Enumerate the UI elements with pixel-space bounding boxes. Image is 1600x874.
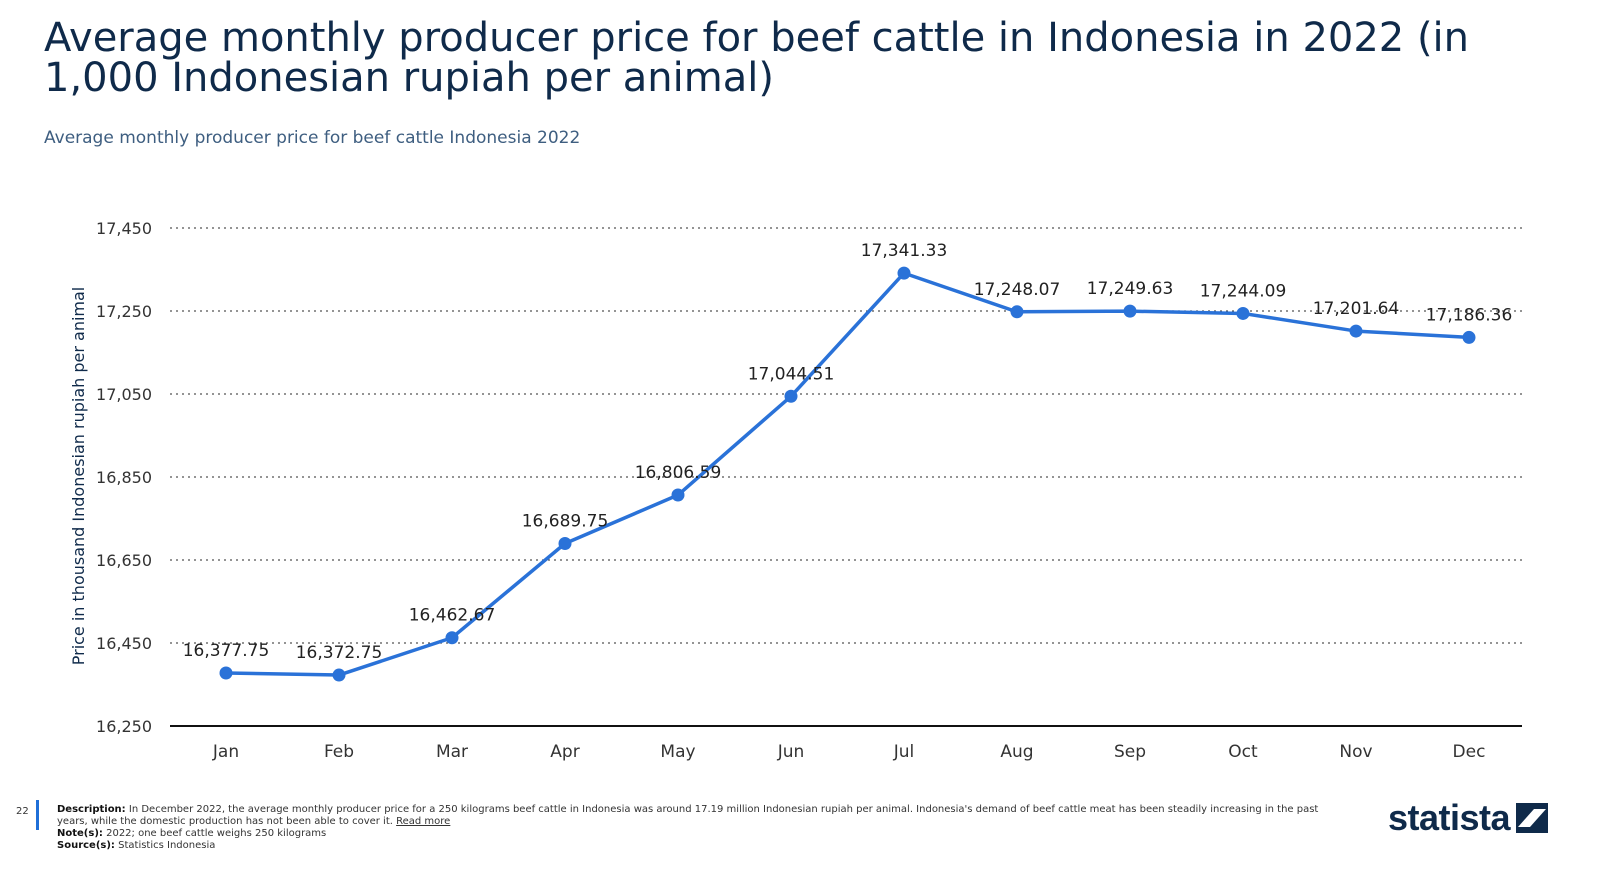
x-tick-label: Jun xyxy=(777,742,805,762)
y-tick-label: 17,450 xyxy=(96,219,152,238)
x-tick-label: May xyxy=(660,742,695,762)
source-text: Statistics Indonesia xyxy=(118,840,216,851)
y-axis-label: Price in thousand Indonesian rupiah per … xyxy=(69,287,88,666)
description-label: Description: xyxy=(57,804,126,815)
y-tick-label: 17,050 xyxy=(96,385,152,404)
data-label: 17,044.51 xyxy=(748,364,835,384)
page-title: Average monthly producer price for beef … xyxy=(44,15,1470,101)
data-point[interactable] xyxy=(784,389,798,403)
statista-logo-icon xyxy=(1516,803,1549,833)
footer: 22 Description: In December 2022, the av… xyxy=(0,797,1600,874)
x-tick-label: Sep xyxy=(1114,742,1146,762)
note-label: Note(s): xyxy=(57,828,103,839)
y-tick-label: 16,850 xyxy=(96,468,152,487)
x-tick-label: Feb xyxy=(324,742,354,762)
gridlines xyxy=(170,227,1522,644)
data-label: 17,201.64 xyxy=(1313,299,1400,319)
data-label: 16,806.59 xyxy=(635,463,722,483)
y-tick-label: 16,650 xyxy=(96,551,152,570)
data-label: 17,341.33 xyxy=(861,241,948,261)
read-more-link[interactable]: Read more xyxy=(396,816,451,827)
source-label: Source(s): xyxy=(57,840,115,851)
x-tick-label: Nov xyxy=(1339,742,1372,762)
y-tick-label: 17,250 xyxy=(96,302,152,321)
data-point[interactable] xyxy=(897,266,911,280)
series-line xyxy=(225,271,1470,677)
data-label: 17,186.36 xyxy=(1426,305,1513,325)
note-line: Note(s): 2022; one beef cattle weighs 25… xyxy=(57,828,1347,840)
x-tick-label: Oct xyxy=(1228,742,1258,762)
data-labels: 16,377.75 16,372.75 16,462.67 16,689.75 16,8… xyxy=(183,241,1513,663)
x-axis-ticks: Jan Feb Mar Apr May Jun Jul Aug Sep Oct Nov Dec xyxy=(212,742,1486,762)
data-points xyxy=(219,266,1476,682)
line-chart: 16,250 16,450 16,650 16,850 17,050 17,250 17,4… xyxy=(69,219,1522,762)
y-tick-label: 16,250 xyxy=(96,717,152,736)
source-line: Source(s): Statistics Indonesia xyxy=(57,840,1347,852)
y-axis-ticks: 16,250 16,450 16,650 16,850 17,050 17,250 17,4… xyxy=(96,219,152,736)
data-point[interactable] xyxy=(219,666,233,680)
footer-accent-bar xyxy=(36,800,39,830)
data-point[interactable] xyxy=(1236,306,1250,320)
data-label: 16,462.67 xyxy=(409,606,496,626)
data-label: 17,249.63 xyxy=(1087,279,1174,299)
x-tick-label: Jul xyxy=(893,742,915,762)
data-point[interactable] xyxy=(1123,304,1137,318)
data-label: 17,248.07 xyxy=(974,280,1061,300)
x-tick-label: Jan xyxy=(212,742,239,762)
statista-logo[interactable]: statista xyxy=(1388,797,1549,838)
data-label: 16,689.75 xyxy=(522,512,609,532)
data-label: 16,372.75 xyxy=(296,643,383,663)
footer-meta: Description: In December 2022, the avera… xyxy=(57,804,1347,852)
data-point[interactable] xyxy=(558,537,572,551)
x-tick-label: Mar xyxy=(436,742,468,762)
data-point[interactable] xyxy=(332,668,346,682)
data-label: 17,244.09 xyxy=(1200,281,1287,301)
data-point[interactable] xyxy=(671,488,685,502)
data-point[interactable] xyxy=(1462,330,1476,344)
y-tick-label: 16,450 xyxy=(96,634,152,653)
x-tick-label: Apr xyxy=(550,742,579,762)
data-label: 16,377.75 xyxy=(183,641,270,661)
x-tick-label: Dec xyxy=(1453,742,1486,762)
data-point[interactable] xyxy=(1349,324,1363,338)
logo-wordmark: statista xyxy=(1388,797,1511,838)
page-number: 22 xyxy=(16,806,29,817)
chart-subtitle: Average monthly producer price for beef … xyxy=(44,128,581,148)
description-line: Description: In December 2022, the avera… xyxy=(57,804,1347,828)
data-point[interactable] xyxy=(1010,305,1024,319)
data-point[interactable] xyxy=(445,631,459,645)
description-text: In December 2022, the average monthly pr… xyxy=(57,804,1319,827)
note-text: 2022; one beef cattle weighs 250 kilogra… xyxy=(106,828,327,839)
x-tick-label: Aug xyxy=(1000,742,1033,762)
